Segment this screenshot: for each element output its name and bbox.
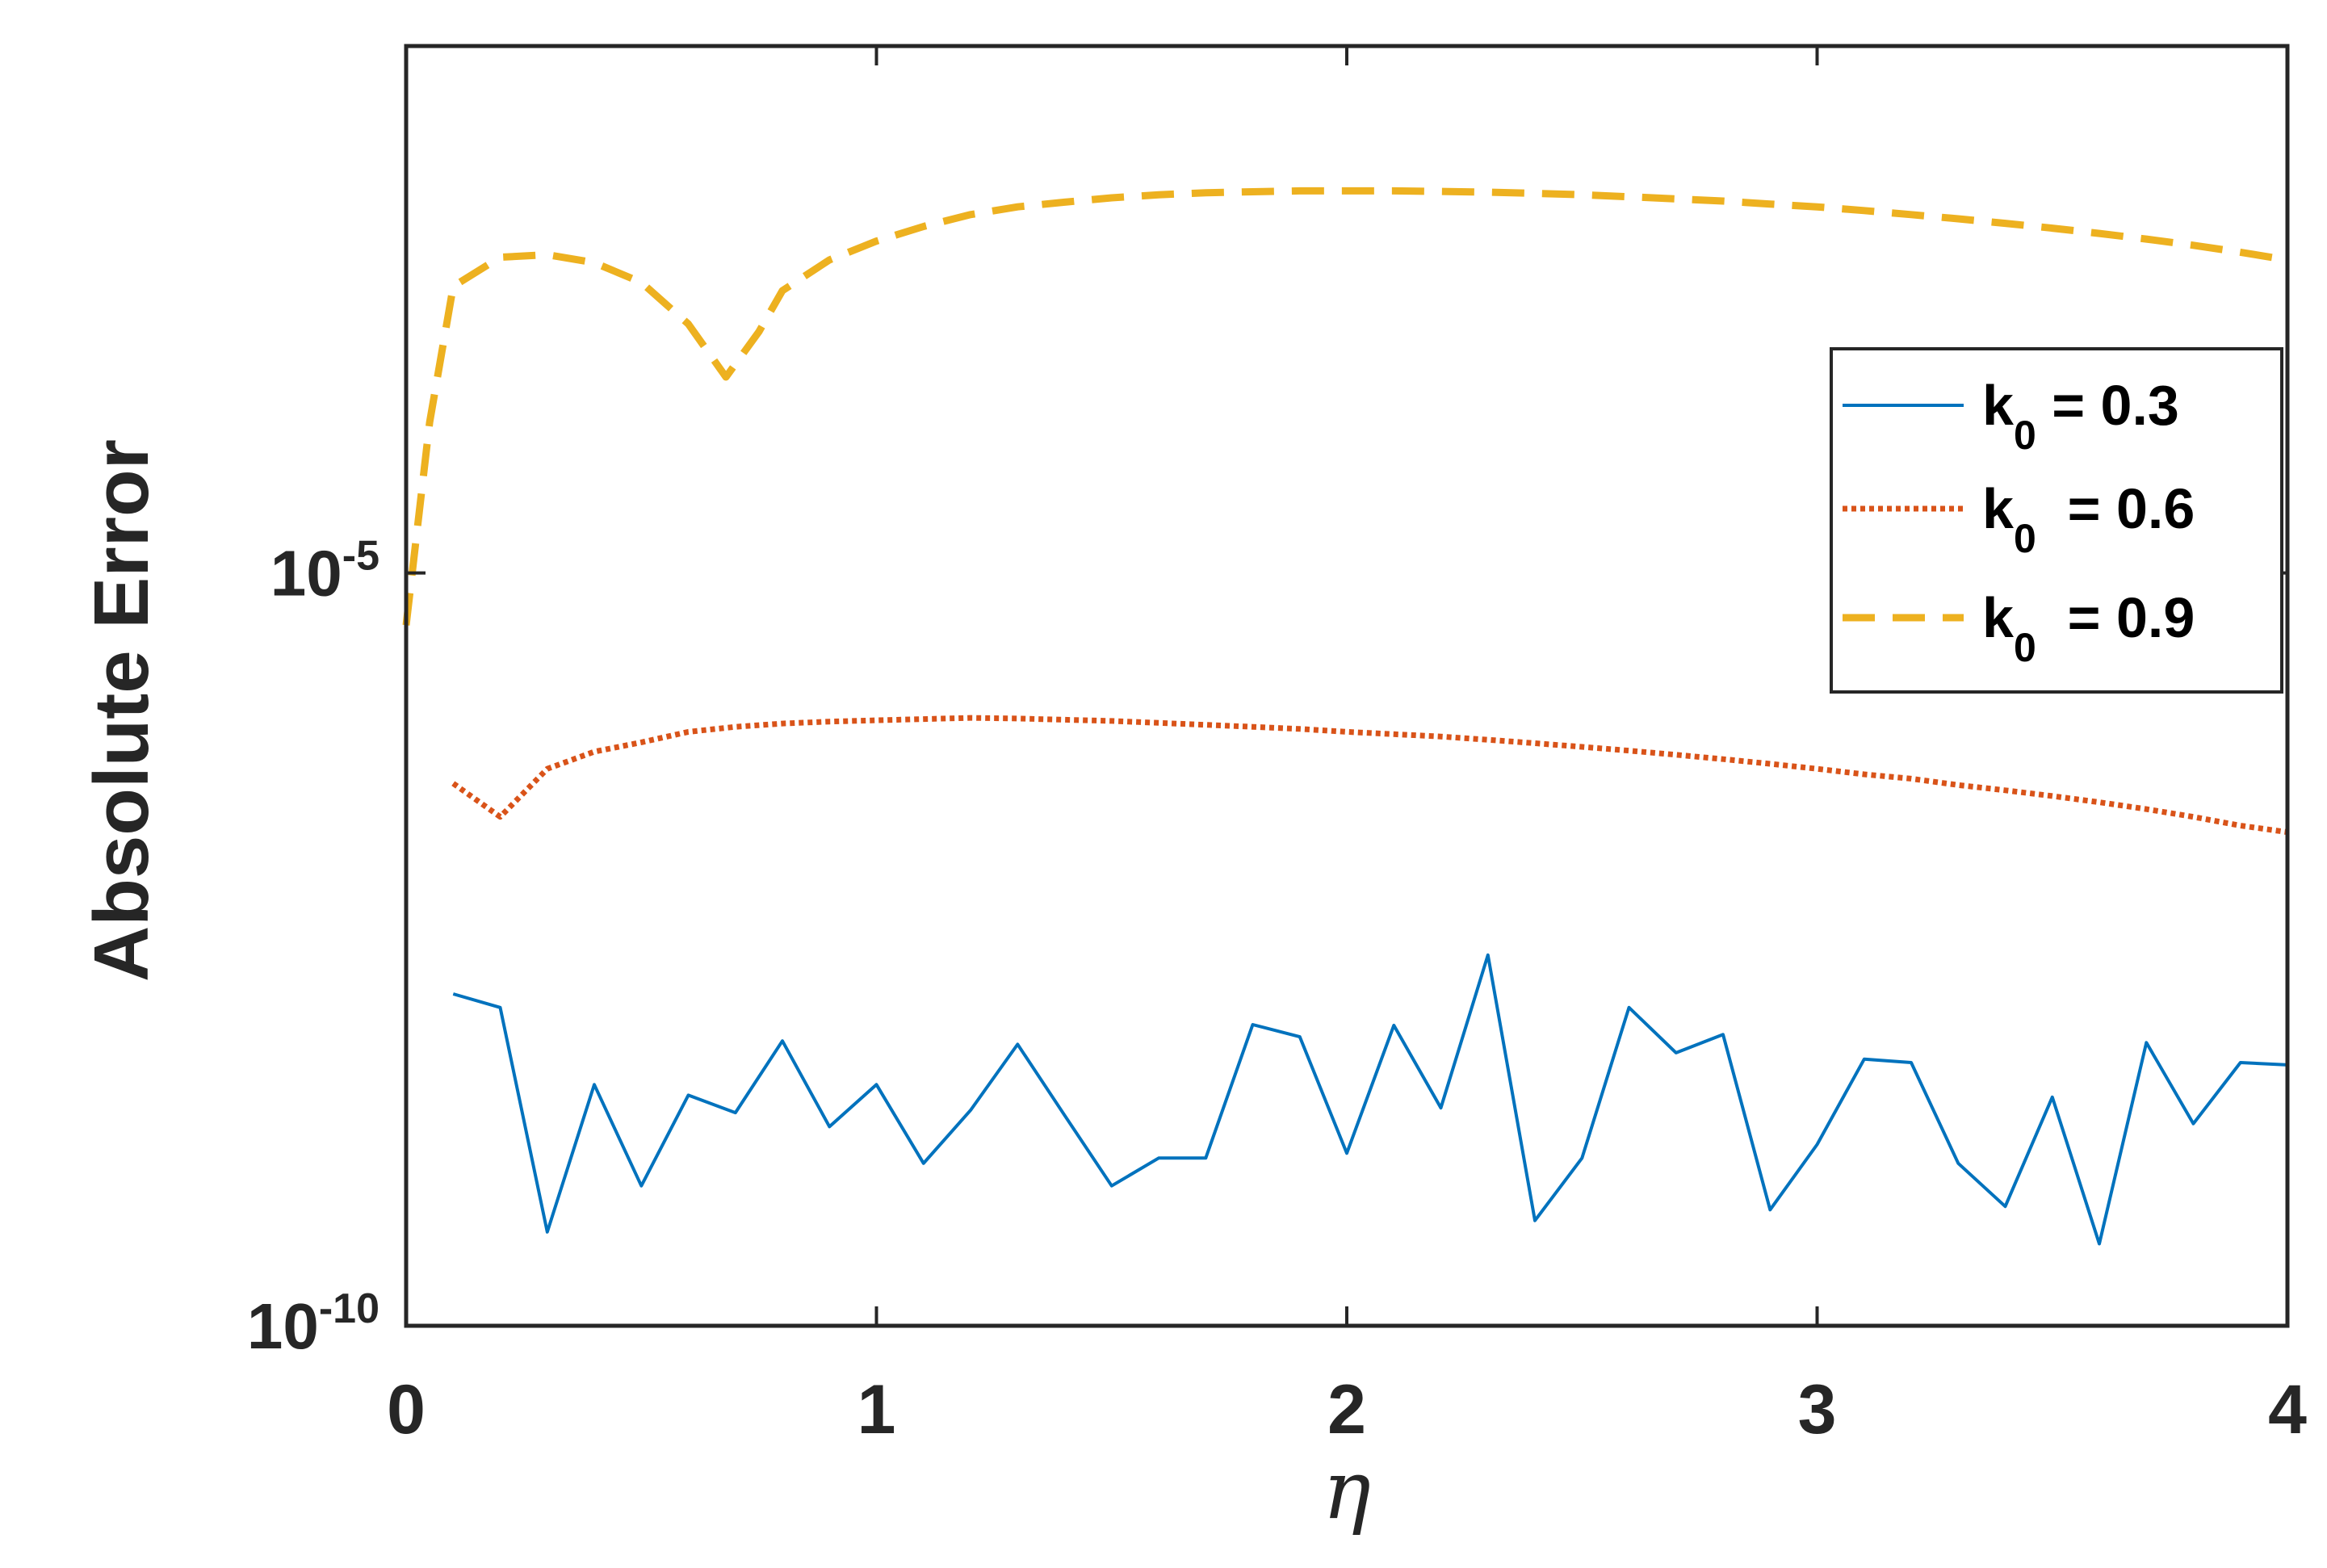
legend-label-3: k0 = 0.9 (1982, 586, 2195, 670)
y-tick-label-0: 10-10 (247, 1285, 379, 1362)
x-tick-label-4: 4 (2268, 1371, 2307, 1449)
x-tick-label-1: 1 (857, 1371, 896, 1449)
x-tick-label-3: 3 (1798, 1371, 1837, 1449)
tick-layer: 0 1 2 3 4 10-10 10-5 (247, 46, 2307, 1449)
x-tick-label-0: 0 (387, 1371, 426, 1449)
x-tick-label-2: 2 (1327, 1371, 1366, 1449)
legend-label-1: k0 = 0.3 (1982, 374, 2179, 458)
series-line-2 (451, 715, 2288, 836)
y-axis-title: Absolute Error (78, 439, 165, 982)
x-axis-title: η (1323, 1443, 1371, 1537)
series-line-1 (452, 953, 2288, 1246)
series-line-3 (402, 187, 2288, 626)
series-layer (402, 187, 2288, 1246)
legend: k0 = 0.3 k0 = 0.6 k0 = 0.9 (1830, 347, 2283, 694)
y-tick-label-1: 10-5 (270, 533, 379, 610)
legend-items: k0 = 0.3 k0 = 0.6 k0 = 0.9 (1843, 374, 2195, 670)
legend-label-2: k0 = 0.6 (1982, 477, 2195, 561)
